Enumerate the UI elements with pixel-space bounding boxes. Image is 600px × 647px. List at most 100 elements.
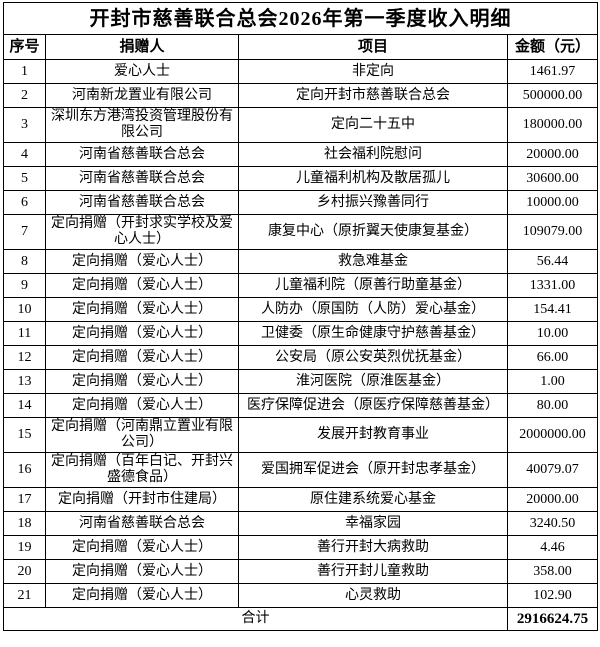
cell-amount: 154.41 — [507, 297, 598, 322]
cell-donor: 定向捐赠（爱心人士） — [45, 369, 239, 394]
cell-donor: 定向捐赠（爱心人士） — [45, 559, 239, 584]
cell-donor: 定向捐赠（爱心人士） — [45, 535, 239, 560]
table-row: 13 定向捐赠（爱心人士） 淮河医院（原淮医基金） 1.00 — [3, 369, 598, 394]
cell-amount: 30600.00 — [507, 166, 598, 191]
cell-project: 医疗保障促进会（原医疗保障慈善基金） — [238, 393, 508, 418]
table-row: 5 河南省慈善联合总会 儿童福利机构及散居孤儿 30600.00 — [3, 166, 598, 191]
cell-amount: 1331.00 — [507, 273, 598, 298]
column-header-donor: 捐赠人 — [45, 34, 239, 60]
table-row: 1 爱心人士 非定向 1461.97 — [3, 59, 598, 84]
cell-no: 9 — [3, 273, 46, 298]
total-label: 合计 — [3, 607, 508, 631]
cell-no: 3 — [3, 107, 46, 143]
cell-project: 儿童福利院（原善行助童基金） — [238, 273, 508, 298]
cell-no: 11 — [3, 321, 46, 346]
title-row: 开封市慈善联合总会2026年第一季度收入明细 — [3, 2, 598, 35]
cell-donor: 河南省慈善联合总会 — [45, 190, 239, 215]
cell-project: 幸福家园 — [238, 511, 508, 536]
cell-amount: 10.00 — [507, 321, 598, 346]
cell-donor: 定向捐赠（河南鼎立置业有限公司） — [45, 417, 239, 453]
cell-donor: 河南省慈善联合总会 — [45, 142, 239, 167]
cell-donor: 定向捐赠（爱心人士） — [45, 273, 239, 298]
cell-amount: 56.44 — [507, 249, 598, 274]
table-row: 18 河南省慈善联合总会 幸福家园 3240.50 — [3, 511, 598, 536]
cell-project: 原住建系统爱心基金 — [238, 487, 508, 512]
cell-no: 2 — [3, 83, 46, 108]
table-row: 14 定向捐赠（爱心人士） 医疗保障促进会（原医疗保障慈善基金） 80.00 — [3, 393, 598, 418]
cell-donor: 定向捐赠（爱心人士） — [45, 583, 239, 608]
cell-donor: 定向捐赠（爱心人士） — [45, 321, 239, 346]
cell-no: 14 — [3, 393, 46, 418]
cell-donor: 河南新龙置业有限公司 — [45, 83, 239, 108]
column-header-amount: 金额（元） — [507, 34, 598, 60]
cell-no: 6 — [3, 190, 46, 215]
cell-amount: 80.00 — [507, 393, 598, 418]
table-row: 16 定向捐赠（百年白记、开封兴盛德食品） 爱国拥军促进会（原开封忠孝基金） 4… — [3, 452, 598, 488]
cell-no: 13 — [3, 369, 46, 394]
table-row: 17 定向捐赠（开封市住建局） 原住建系统爱心基金 20000.00 — [3, 487, 598, 512]
cell-project: 儿童福利机构及散居孤儿 — [238, 166, 508, 191]
table-row: 6 河南省慈善联合总会 乡村振兴豫善同行 10000.00 — [3, 190, 598, 215]
column-header-project: 项目 — [238, 34, 508, 60]
cell-donor: 爱心人士 — [45, 59, 239, 84]
cell-no: 5 — [3, 166, 46, 191]
cell-no: 4 — [3, 142, 46, 167]
cell-donor: 定向捐赠（爱心人士） — [45, 297, 239, 322]
table-row: 8 定向捐赠（爱心人士） 救急难基金 56.44 — [3, 249, 598, 274]
cell-amount: 20000.00 — [507, 487, 598, 512]
cell-amount: 40079.07 — [507, 452, 598, 488]
cell-amount: 66.00 — [507, 345, 598, 370]
cell-amount: 180000.00 — [507, 107, 598, 143]
cell-amount: 358.00 — [507, 559, 598, 584]
cell-project: 定向二十五中 — [238, 107, 508, 143]
cell-donor: 河南省慈善联合总会 — [45, 511, 239, 536]
cell-no: 15 — [3, 417, 46, 453]
cell-no: 12 — [3, 345, 46, 370]
page-title: 开封市慈善联合总会2026年第一季度收入明细 — [3, 2, 598, 35]
cell-project: 定向开封市慈善联合总会 — [238, 83, 508, 108]
cell-no: 21 — [3, 583, 46, 608]
cell-project: 公安局（原公安英烈优抚基金） — [238, 345, 508, 370]
cell-no: 19 — [3, 535, 46, 560]
table-row: 21 定向捐赠（爱心人士） 心灵救助 102.90 — [3, 583, 598, 608]
cell-project: 心灵救助 — [238, 583, 508, 608]
column-header-no: 序号 — [3, 34, 46, 60]
cell-no: 10 — [3, 297, 46, 322]
cell-donor: 定向捐赠（百年白记、开封兴盛德食品） — [45, 452, 239, 488]
table-header-row: 序号 捐赠人 项目 金额（元） — [3, 34, 598, 60]
table-row: 2 河南新龙置业有限公司 定向开封市慈善联合总会 500000.00 — [3, 83, 598, 108]
income-table: 开封市慈善联合总会2026年第一季度收入明细 序号 捐赠人 项目 金额（元） 1… — [3, 2, 598, 631]
cell-no: 20 — [3, 559, 46, 584]
table-row: 12 定向捐赠（爱心人士） 公安局（原公安英烈优抚基金） 66.00 — [3, 345, 598, 370]
cell-project: 人防办（原国防（人防）爱心基金） — [238, 297, 508, 322]
table-row: 7 定向捐赠（开封求实学校及爱心人士） 康复中心（原折翼天使康复基金） 1090… — [3, 214, 598, 250]
cell-amount: 4.46 — [507, 535, 598, 560]
cell-project: 发展开封教育事业 — [238, 417, 508, 453]
cell-no: 18 — [3, 511, 46, 536]
cell-amount: 20000.00 — [507, 142, 598, 167]
cell-donor: 深圳东方港湾投资管理股份有限公司 — [45, 107, 239, 143]
cell-amount: 1.00 — [507, 369, 598, 394]
table-row: 3 深圳东方港湾投资管理股份有限公司 定向二十五中 180000.00 — [3, 107, 598, 143]
table-row: 11 定向捐赠（爱心人士） 卫健委（原生命健康守护慈善基金） 10.00 — [3, 321, 598, 346]
cell-project: 康复中心（原折翼天使康复基金） — [238, 214, 508, 250]
table-row: 20 定向捐赠（爱心人士） 善行开封儿童救助 358.00 — [3, 559, 598, 584]
cell-no: 7 — [3, 214, 46, 250]
table-row: 10 定向捐赠（爱心人士） 人防办（原国防（人防）爱心基金） 154.41 — [3, 297, 598, 322]
cell-donor: 定向捐赠（开封市住建局） — [45, 487, 239, 512]
table-row: 4 河南省慈善联合总会 社会福利院慰问 20000.00 — [3, 142, 598, 167]
cell-project: 社会福利院慰问 — [238, 142, 508, 167]
cell-project: 救急难基金 — [238, 249, 508, 274]
cell-project: 爱国拥军促进会（原开封忠孝基金） — [238, 452, 508, 488]
cell-project: 善行开封大病救助 — [238, 535, 508, 560]
cell-no: 16 — [3, 452, 46, 488]
cell-no: 1 — [3, 59, 46, 84]
cell-project: 乡村振兴豫善同行 — [238, 190, 508, 215]
cell-donor: 定向捐赠（开封求实学校及爱心人士） — [45, 214, 239, 250]
cell-project: 善行开封儿童救助 — [238, 559, 508, 584]
cell-amount: 10000.00 — [507, 190, 598, 215]
cell-amount: 109079.00 — [507, 214, 598, 250]
table-row: 15 定向捐赠（河南鼎立置业有限公司） 发展开封教育事业 2000000.00 — [3, 417, 598, 453]
total-row: 合计 2916624.75 — [3, 607, 598, 631]
cell-donor: 河南省慈善联合总会 — [45, 166, 239, 191]
